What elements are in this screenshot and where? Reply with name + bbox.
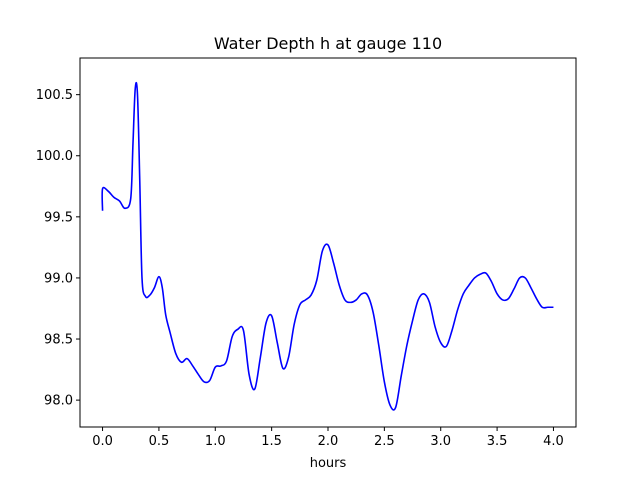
x-axis-label: hours [310, 456, 347, 471]
x-tick-label-1: 0.5 [149, 434, 170, 449]
x-tick-label-8: 4.0 [543, 434, 564, 449]
y-tick-label-3: 99.5 [44, 210, 73, 225]
y-tick-label-1: 98.5 [44, 333, 73, 348]
y-tick-label-2: 99.0 [44, 271, 73, 286]
x-tick-label-6: 3.0 [430, 434, 451, 449]
plot-frame [79, 57, 577, 428]
y-tick-label-5: 100.5 [36, 88, 73, 103]
x-tick-label-4: 2.0 [318, 434, 339, 449]
y-tick-label-4: 100.0 [36, 149, 73, 164]
plot-area: 0.0 0.5 1.0 1.5 2.0 2.5 3.0 3.5 4.0 98.0 98.5 99.0 9… [36, 57, 577, 449]
x-tick-label-7: 3.5 [487, 434, 508, 449]
chart-title: Water Depth h at gauge 110 [214, 34, 442, 53]
x-tick-label-0: 0.0 [92, 434, 113, 449]
x-tick-label-5: 2.5 [374, 434, 395, 449]
x-tick-label-3: 1.5 [261, 434, 282, 449]
y-tick-label-0: 98.0 [44, 394, 73, 409]
x-tick-label-2: 1.0 [205, 434, 226, 449]
series-line-0 [101, 82, 554, 411]
